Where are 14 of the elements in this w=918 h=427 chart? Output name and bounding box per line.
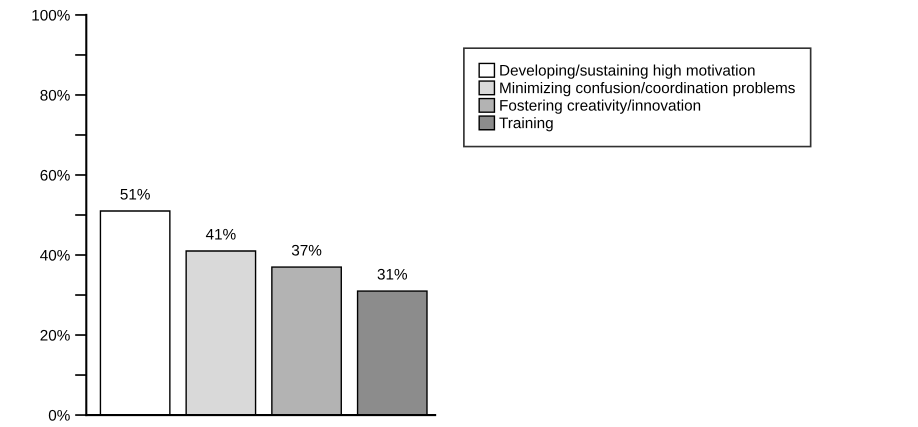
- data-label: 31%: [378, 268, 408, 280]
- legend-label: Minimizing confusion/coordination problems: [500, 82, 795, 96]
- legend-label: Training: [499, 117, 553, 132]
- y-tick-label: 20%: [40, 330, 70, 341]
- legend-label: Fostering creativity/innovation: [500, 100, 700, 114]
- legend-label: Developing/sustaining high motivation: [500, 64, 755, 79]
- y-tick-label: 40%: [40, 250, 70, 261]
- data-label: 51%: [120, 188, 150, 200]
- y-tick-label: 0%: [48, 410, 70, 421]
- data-label: 37%: [292, 244, 322, 256]
- data-label: 41%: [206, 228, 236, 240]
- y-tick-label: 60%: [40, 170, 70, 181]
- y-tick-label: 100%: [32, 10, 70, 21]
- y-tick-label: 80%: [40, 90, 70, 101]
